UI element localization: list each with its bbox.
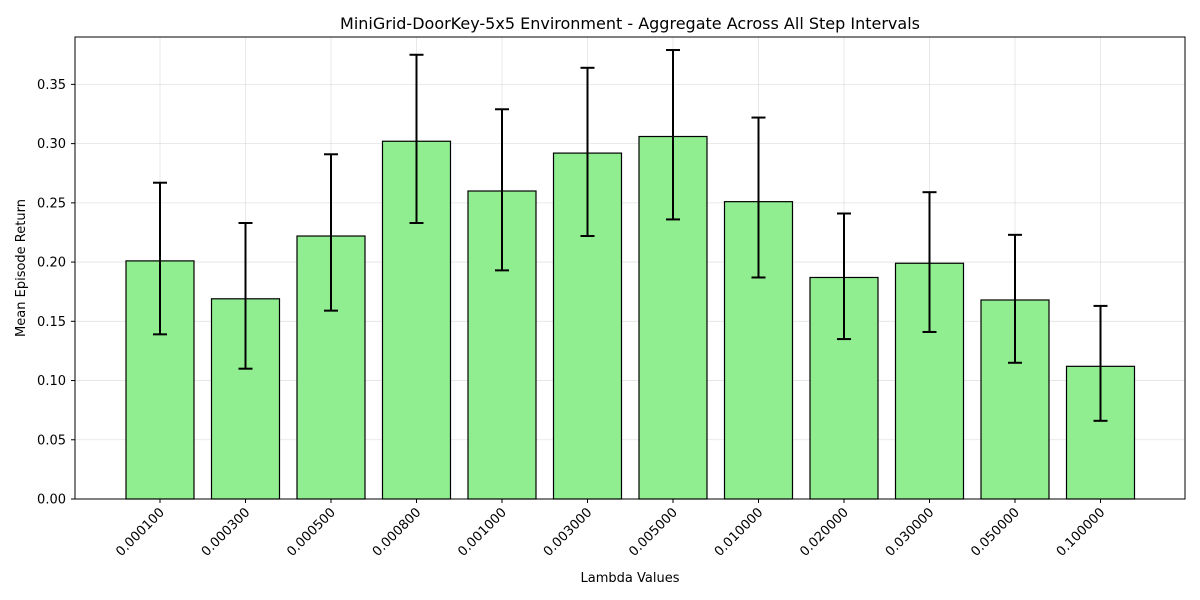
y-tick-label: 0.10 xyxy=(37,374,66,389)
error-bar-0.020000 xyxy=(837,212,851,341)
x-tick-label: 0.100000 xyxy=(1054,505,1108,559)
error-bars xyxy=(153,49,1108,422)
y-axis-label: Mean Episode Return xyxy=(14,199,29,337)
error-bar-0.000100 xyxy=(153,181,167,336)
x-tick-label: 0.030000 xyxy=(883,505,937,559)
x-tick-label: 0.000300 xyxy=(199,505,253,559)
x-tick-label: 0.003000 xyxy=(541,505,595,559)
error-bar-0.010000 xyxy=(751,116,766,279)
x-tick-label: 0.000100 xyxy=(113,505,167,559)
chart-title: MiniGrid-DoorKey-5x5 Environment - Aggre… xyxy=(340,14,920,33)
x-tick-label: 0.000800 xyxy=(370,505,424,559)
error-bar-0.000300 xyxy=(238,221,253,370)
y-tick-label: 0.30 xyxy=(37,137,66,152)
bar-0.000800 xyxy=(381,140,452,500)
y-tick-label: 0.25 xyxy=(37,196,66,211)
bars xyxy=(125,135,1136,500)
error-bar-0.001000 xyxy=(495,108,509,272)
error-bar-0.003000 xyxy=(580,66,595,238)
x-axis-ticks: 0.000100 0.000300 0.000500 0.000800 0.001000… xyxy=(113,499,1108,560)
y-tick-label: 0.15 xyxy=(37,315,66,330)
x-tick-label: 0.010000 xyxy=(712,505,766,559)
x-axis-label: Lambda Values xyxy=(581,571,680,586)
error-bar-0.030000 xyxy=(922,191,937,333)
y-tick-label: 0.35 xyxy=(37,78,66,93)
error-bar-0.050000 xyxy=(1008,233,1022,364)
x-tick-label: 0.020000 xyxy=(797,505,851,559)
x-tick-label: 0.001000 xyxy=(455,505,509,559)
error-bar-0.000800 xyxy=(409,53,424,224)
plot-frame xyxy=(74,36,1186,500)
y-tick-label: 0.05 xyxy=(37,433,66,448)
error-bar-0.005000 xyxy=(666,49,680,221)
error-bar-0.000500 xyxy=(324,153,338,312)
y-tick-label: 0.00 xyxy=(37,493,66,508)
x-tick-label: 0.050000 xyxy=(968,505,1022,559)
x-tick-label: 0.000500 xyxy=(284,505,338,559)
y-tick-label: 0.20 xyxy=(37,256,66,271)
y-axis-ticks: 0.00 0.05 0.10 0.15 0.20 0.25 0.30 0.35 xyxy=(37,78,75,508)
error-bar-0.100000 xyxy=(1093,304,1108,422)
x-tick-label: 0.005000 xyxy=(626,505,680,559)
